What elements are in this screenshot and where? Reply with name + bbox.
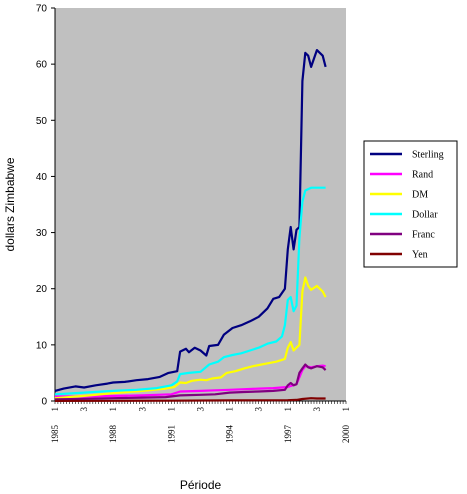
x-tick-quarter-label: 1 (50, 407, 60, 412)
y-tick-label: 40 (36, 172, 48, 183)
plot-area (55, 8, 346, 401)
series-line-dm (54, 276, 327, 400)
x-tick-year-label: 2000 (341, 425, 351, 444)
x-tick-quarter-label: 3 (137, 407, 147, 412)
y-axis: 0 10 20 30 40 50 60 70 (36, 4, 56, 408)
series-layer (54, 48, 327, 402)
x-tick-quarter-label: 1 (108, 407, 118, 412)
x-tick-quarter-label: 3 (254, 407, 264, 412)
y-axis-label: dollars Zimbabwe (3, 157, 17, 251)
legend-label: Sterling (412, 150, 444, 161)
x-tick-year-label: 1994 (225, 425, 235, 444)
x-tick-quarter-label: 3 (312, 407, 322, 412)
x-tick-quarter-label: 1 (166, 407, 176, 412)
y-tick-label: 60 (36, 60, 48, 71)
series-line-franc (54, 363, 327, 401)
legend-label: Franc (412, 230, 435, 241)
x-tick-year-label: 1997 (283, 425, 293, 444)
x-axis: 1 1985 3 1 1988 3 1 1991 3 1 1994 3 1 1997 3 1 2000 (50, 400, 351, 444)
series-line-yen (54, 397, 326, 402)
legend-label: Yen (412, 250, 428, 261)
series-line-sterling (54, 48, 327, 392)
x-tick-quarter-label: 3 (79, 407, 89, 412)
x-tick-year-label: 1991 (166, 425, 176, 443)
x-tick-quarter-label: 3 (196, 407, 206, 412)
y-tick-label: 20 (36, 284, 48, 295)
y-tick-label: 70 (36, 4, 48, 15)
y-tick-label: 10 (36, 340, 48, 351)
y-tick-label: 30 (36, 228, 48, 239)
x-tick-quarter-label: 1 (225, 407, 235, 412)
x-tick-year-label: 1988 (108, 425, 118, 444)
x-axis-label: Période (180, 478, 222, 492)
x-tick-quarter-label: 1 (341, 407, 351, 412)
legend-label: DM (412, 190, 428, 201)
legend-box (363, 140, 458, 268)
legend-label: Rand (412, 170, 433, 181)
legend-label: Dollar (412, 210, 438, 221)
y-tick-label: 50 (36, 116, 48, 127)
x-tick-year-label: 1985 (50, 425, 60, 444)
series-line-dollar (54, 186, 326, 396)
legend: Sterling Rand DM Dollar Franc Yen (363, 140, 458, 268)
y-tick-label: 0 (41, 397, 47, 408)
x-tick-quarter-label: 1 (283, 407, 293, 412)
